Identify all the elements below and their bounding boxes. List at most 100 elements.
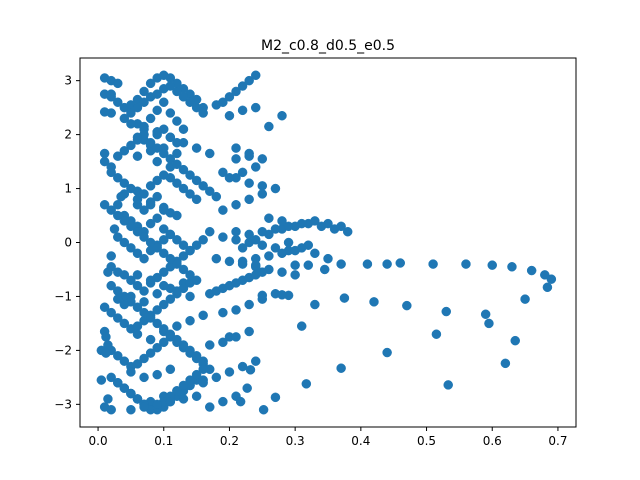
- scatter-point: [145, 334, 156, 345]
- scatter-point: [101, 348, 111, 358]
- scatter-point: [231, 199, 241, 210]
- scatter-point: [139, 297, 149, 307]
- scatter-point: [126, 404, 136, 415]
- scatter-point: [277, 267, 287, 277]
- scatter-point: [487, 260, 497, 270]
- scatter-point: [139, 121, 149, 132]
- scatter-point: [172, 386, 182, 396]
- scatter-point: [237, 81, 248, 91]
- scatter-point: [113, 351, 123, 361]
- scatter-point: [237, 105, 248, 116]
- scatter-point: [99, 148, 110, 159]
- scatter-point: [540, 270, 550, 280]
- scatter-point: [319, 264, 330, 275]
- x-tick-label: 0.3: [286, 434, 305, 448]
- scatter-point: [178, 92, 189, 102]
- scatter-point: [296, 243, 307, 253]
- y-tick-label: 2: [64, 128, 72, 142]
- scatter-point: [178, 183, 189, 194]
- scatter-point: [244, 75, 254, 86]
- scatter-point: [152, 143, 162, 153]
- scatter-point: [126, 367, 136, 377]
- scatter-point: [402, 300, 412, 311]
- scatter-point: [152, 105, 162, 116]
- scatter-point: [244, 178, 254, 188]
- scatter-point: [250, 260, 261, 270]
- scatter-point: [119, 318, 130, 329]
- x-tick-label: 0.6: [483, 434, 502, 448]
- scatter-point: [101, 332, 111, 342]
- scatter-point: [362, 259, 373, 269]
- scatter-point: [139, 286, 149, 296]
- scatter-point: [191, 240, 202, 250]
- scatter-point: [159, 97, 169, 107]
- scatter-point: [235, 396, 246, 407]
- scatter-point: [152, 191, 162, 202]
- scatter-point: [132, 359, 143, 369]
- scatter-point: [159, 235, 169, 245]
- scatter-point: [510, 335, 520, 346]
- scatter-point: [126, 140, 136, 151]
- scatter-point: [119, 356, 130, 366]
- x-tick-label: 0.5: [417, 434, 436, 448]
- scatter-point: [218, 232, 228, 242]
- scatter-point: [99, 199, 110, 210]
- scatter-point: [224, 110, 235, 121]
- scatter-point: [132, 132, 143, 143]
- scatter-point: [231, 86, 241, 97]
- scatter-point: [126, 388, 136, 399]
- scatter-point: [257, 226, 268, 237]
- scatter-point: [290, 260, 300, 270]
- scatter-point: [242, 383, 252, 393]
- scatter-point: [257, 154, 268, 164]
- scatter-point: [152, 318, 162, 329]
- scatter-point: [145, 237, 156, 248]
- scatter-point: [106, 372, 116, 383]
- x-tick-label: 0.2: [220, 434, 239, 448]
- scatter-point: [546, 274, 557, 284]
- scatter-point: [159, 148, 169, 159]
- scatter-point: [231, 332, 241, 342]
- scatter-point: [369, 297, 379, 307]
- scatter-point: [139, 372, 149, 383]
- scatter-point: [270, 183, 281, 194]
- scatter-point: [382, 347, 392, 358]
- scatter-point: [152, 127, 162, 137]
- scatter-point: [165, 364, 176, 375]
- scatter-point: [461, 259, 471, 269]
- scatter-point: [119, 178, 130, 188]
- scatter-point: [258, 404, 269, 415]
- scatter-point: [132, 151, 143, 161]
- scatter-point: [172, 210, 182, 221]
- scatter-point: [159, 205, 169, 215]
- scatter-point: [257, 290, 268, 301]
- scatter-point: [205, 148, 215, 159]
- scatter-point: [224, 173, 235, 183]
- scatter-point: [185, 245, 195, 256]
- scatter-point: [165, 173, 176, 183]
- scatter-point: [310, 216, 320, 226]
- scatter-point: [231, 305, 241, 315]
- scatter-point: [323, 218, 333, 229]
- chart-title: M2_c0.8_d0.5_e0.5: [261, 38, 395, 54]
- scatter-point: [113, 151, 123, 161]
- scatter-point: [139, 86, 149, 97]
- scatter-point: [178, 240, 189, 250]
- scatter-point: [237, 243, 248, 253]
- scatter-point: [103, 394, 113, 404]
- scatter-point: [191, 143, 202, 153]
- y-tick-label: −3: [54, 397, 72, 411]
- scatter-point: [152, 156, 162, 167]
- scatter-point: [244, 229, 254, 240]
- scatter-point: [191, 175, 202, 186]
- scatter-point: [244, 299, 254, 310]
- scatter-point: [139, 205, 149, 215]
- scatter-point: [152, 369, 162, 380]
- scatter-point: [152, 175, 162, 186]
- scatter-point: [443, 380, 453, 390]
- scatter-point: [191, 351, 202, 361]
- scatter-point: [113, 173, 123, 183]
- x-tick-label: 0.7: [548, 434, 567, 448]
- scatter-point: [159, 337, 169, 348]
